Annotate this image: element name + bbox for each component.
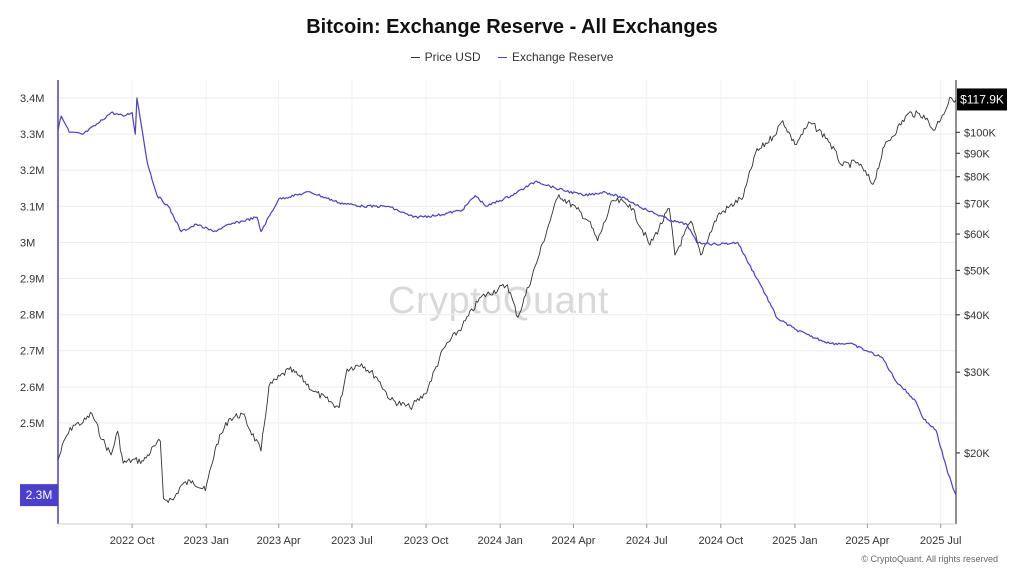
chart-title: Bitcoin: Exchange Reserve - All Exchange…	[306, 16, 718, 38]
y-right-tick-label: $70K	[964, 198, 990, 210]
legend-label-price: Price USD	[424, 50, 481, 64]
x-tick-label: 2025 Jul	[920, 535, 962, 547]
legend-item-reserve[interactable]: Exchange Reserve	[497, 50, 614, 64]
y-left-tick-label: 3M	[20, 237, 35, 249]
x-tick-label: 2025 Apr	[845, 535, 889, 547]
x-tick-label: 2024 Apr	[551, 535, 595, 547]
price-badge	[957, 88, 1007, 111]
y-left-tick-label: 3.2M	[20, 165, 44, 177]
y-left-tick-label: 2.5M	[20, 418, 44, 430]
legend[interactable]: Price USD Exchange Reserve	[0, 50, 1024, 64]
y-right-tick-label: $30K	[964, 367, 990, 379]
copyright-notice: © CryptoQuant. All rights reserved	[861, 554, 998, 564]
y-right-tick-label: $80K	[964, 172, 990, 184]
y-left-tick-label: 3.3M	[20, 129, 44, 141]
x-tick-label: 2023 Apr	[257, 535, 301, 547]
y-right-tick-label: $20K	[964, 448, 990, 460]
legend-swatch-reserve	[497, 57, 507, 59]
y-right-tick-label: $100K	[964, 127, 996, 139]
x-tick-label: 2023 Jan	[184, 535, 229, 547]
price-badge-label: $117.9K	[960, 92, 1004, 106]
reserve-badge-label: 2.3M	[26, 488, 53, 502]
exchange-reserve-line	[57, 97, 957, 496]
y-left-tick-label: 3.1M	[20, 201, 44, 213]
y-left-tick-label: 2.7M	[20, 346, 44, 358]
y-right-tick-label: $50K	[964, 265, 990, 277]
x-tick-label: 2023 Jul	[331, 535, 373, 547]
legend-label-reserve: Exchange Reserve	[511, 50, 614, 64]
x-tick-label: 2022 Oct	[110, 535, 155, 547]
y-left-tick-label: 2.8M	[20, 310, 44, 322]
y-left-tick-label: 3.4M	[20, 93, 44, 105]
y-right-tick-label: $60K	[964, 229, 990, 241]
x-tick-label: 2024 Oct	[699, 535, 744, 547]
y-left-tick-label: 2.9M	[20, 274, 44, 286]
legend-swatch-price	[410, 57, 420, 59]
y-right-tick-label: $40K	[964, 310, 990, 322]
x-tick-label: 2023 Oct	[404, 535, 449, 547]
y-right-tick-label: $90K	[964, 148, 990, 160]
x-tick-label: 2025 Jan	[772, 535, 817, 547]
y-left-tick-label: 2.6M	[20, 382, 44, 394]
x-tick-label: 2024 Jul	[626, 535, 668, 547]
reserve-badge	[20, 484, 58, 507]
price-line	[57, 96, 957, 503]
x-tick-label: 2024 Jan	[478, 535, 523, 547]
legend-item-price[interactable]: Price USD	[410, 50, 481, 64]
